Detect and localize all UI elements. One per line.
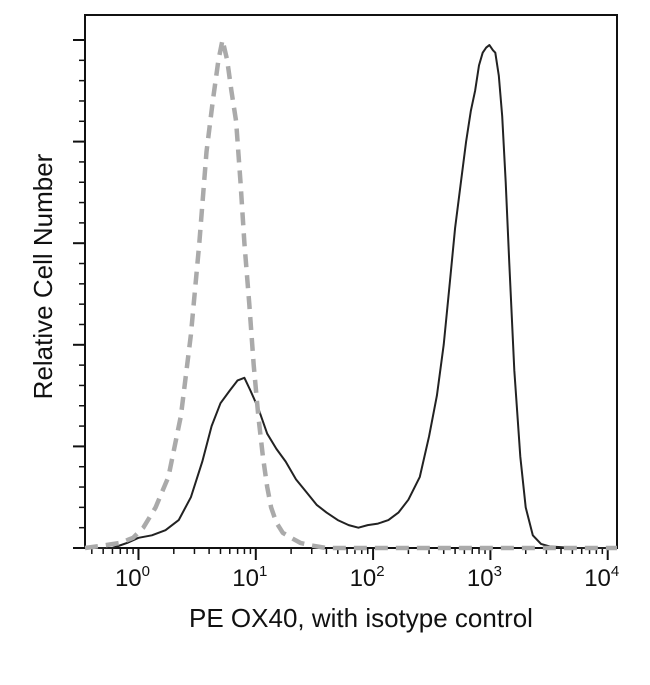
sample-line xyxy=(85,44,617,549)
x-axis-title: PE OX40, with isotype control xyxy=(189,603,533,633)
isotype-control-line xyxy=(84,37,617,551)
series-group xyxy=(84,37,617,551)
x-tick-label: 101 xyxy=(232,563,267,592)
x-tick-label: 102 xyxy=(350,563,385,592)
plot-frame xyxy=(84,14,618,549)
x-tick-label: 103 xyxy=(467,563,502,592)
y-axis-ticks xyxy=(73,39,85,549)
x-tick-labels: 100 101 102 103 104 xyxy=(115,563,619,592)
x-tick-label: 100 xyxy=(115,563,150,592)
y-axis-title: Relative Cell Number xyxy=(28,153,58,399)
x-tick-label: 104 xyxy=(584,563,619,592)
